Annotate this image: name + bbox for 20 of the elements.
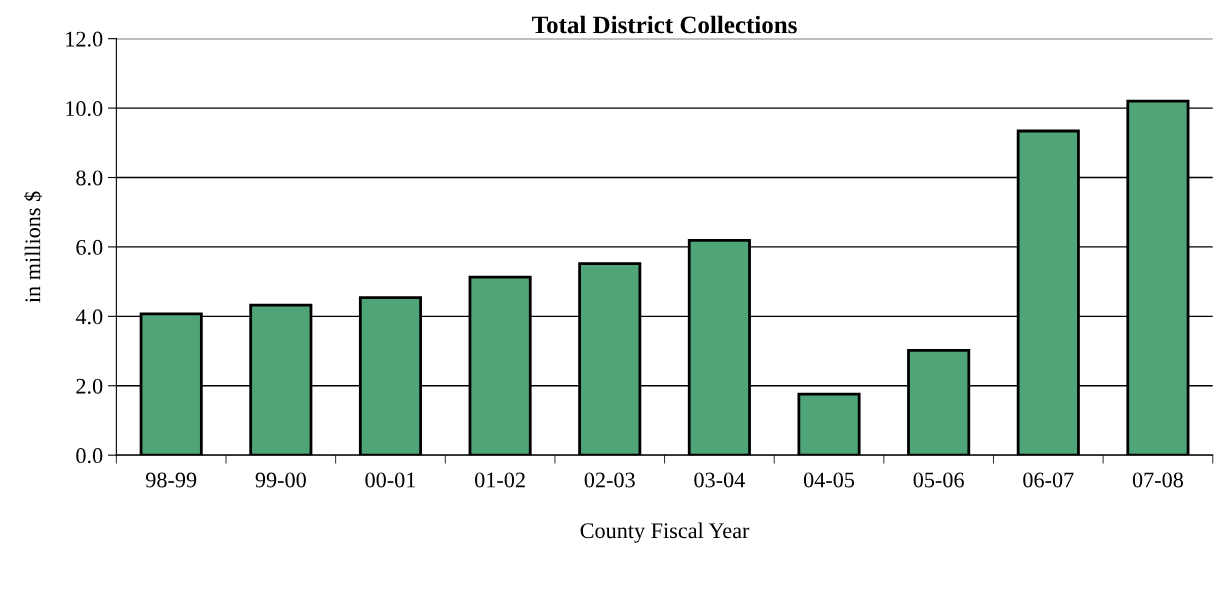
x-tick-label: 06-07 — [1023, 472, 1074, 488]
y-tick-label: 2.0 — [76, 378, 103, 394]
chart-title: Total District Collections — [532, 15, 797, 34]
x-tick-label: 05-06 — [913, 472, 964, 488]
x-tick-label: 01-02 — [475, 472, 525, 488]
x-tick-label: 00-01 — [365, 472, 416, 488]
x-tick-label: 02-03 — [584, 472, 635, 488]
x-tick-label: 03-04 — [694, 472, 745, 488]
y-tick-label: 8.0 — [76, 170, 103, 186]
y-axis-title: in millions $ — [24, 191, 42, 303]
y-tick-label: 12.0 — [66, 31, 103, 47]
x-axis-title: County Fiscal Year — [580, 522, 750, 543]
y-tick-label: 10.0 — [66, 101, 103, 117]
x-tick-label: 98-99 — [145, 472, 197, 488]
x-tick-label: 99-00 — [255, 472, 306, 488]
x-tick-label: 07-08 — [1132, 472, 1184, 488]
x-tick-label: 04-05 — [803, 472, 855, 488]
y-tick-label: 0.0 — [76, 448, 103, 464]
y-tick-label: 6.0 — [76, 239, 103, 255]
y-tick-label: 4.0 — [75, 309, 103, 325]
